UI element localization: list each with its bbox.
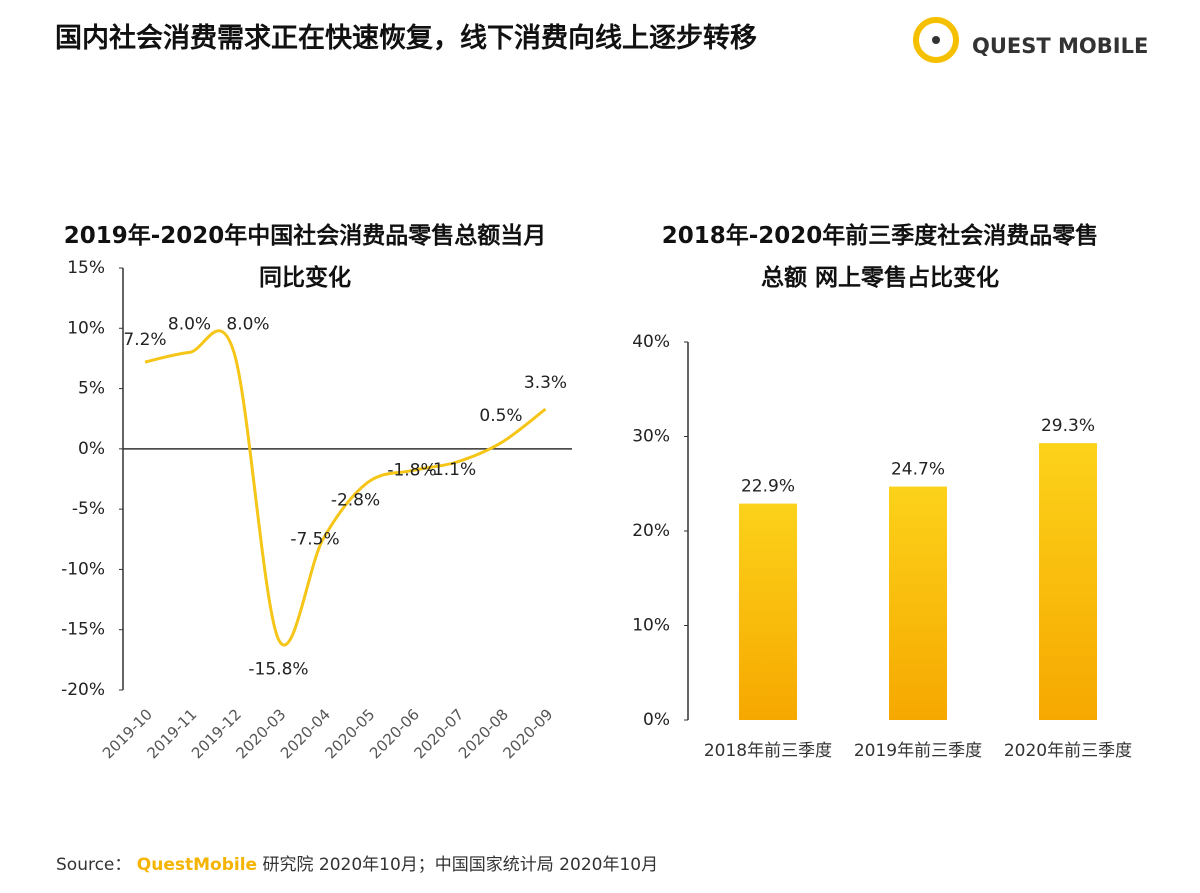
y-tick-label: 10%: [67, 318, 105, 338]
y-tick-label: 10%: [632, 616, 670, 636]
chart-title: 2018年-2020年前三季度社会消费品零售总额 网上零售占比变化: [661, 223, 1099, 291]
data-label: 8.0%: [168, 314, 211, 334]
data-line: [144, 329, 547, 647]
data-label: 7.2%: [123, 330, 166, 350]
x-tick-label: 2020年前三季度: [1004, 741, 1132, 761]
data-label: 22.9%: [741, 477, 795, 497]
data-label: 29.3%: [1041, 416, 1095, 436]
logo-text: QUEST MOBILE: [972, 34, 1148, 58]
y-tick-label: 30%: [632, 427, 670, 447]
data-label: -15.8%: [248, 659, 308, 679]
y-tick-label: 15%: [67, 258, 105, 278]
y-tick-label: 40%: [632, 332, 670, 352]
bar: [1039, 443, 1097, 720]
source-prefix: Source：: [56, 855, 132, 875]
source-brand: QuestMobile: [136, 855, 258, 875]
data-label: -1.1%: [427, 460, 476, 480]
source-text: 研究院 2020年10月；中国国家统计局 2020年10月: [262, 855, 659, 875]
data-label: -1.8%: [387, 461, 436, 481]
y-tick-label: -10%: [61, 559, 105, 579]
y-tick-label: -15%: [61, 620, 105, 640]
logo-dot: [932, 36, 940, 44]
logo: QUEST MOBILE: [913, 17, 1148, 63]
page-title: 国内社会消费需求正在快速恢复，线下消费向线上逐步转移: [55, 23, 757, 54]
y-tick-label: 0%: [78, 439, 105, 459]
x-tick-label: 2019年前三季度: [854, 741, 982, 761]
y-tick-label: -5%: [72, 499, 105, 519]
x-tick-label: 2018年前三季度: [704, 741, 832, 761]
source: Source： QuestMobile 研究院 2020年10月；中国国家统计局…: [56, 850, 658, 875]
y-tick-label: 5%: [78, 379, 105, 399]
data-label: -7.5%: [290, 529, 339, 549]
data-label: 0.5%: [479, 406, 522, 426]
data-label: -2.8%: [331, 491, 380, 511]
y-tick-label: 20%: [632, 521, 670, 541]
x-tick-label: 2020-09: [499, 705, 556, 762]
bar: [889, 486, 947, 720]
data-label: 8.0%: [226, 314, 269, 334]
bar: [739, 503, 797, 720]
logo-ring: [913, 17, 959, 63]
y-tick-label: 0%: [643, 710, 670, 730]
data-label: 3.3%: [524, 373, 567, 393]
chart-title: 2019年-2020年中国社会消费品零售总额当月同比变化: [63, 223, 547, 291]
data-label: 24.7%: [891, 460, 945, 480]
y-tick-label: -20%: [61, 680, 105, 700]
